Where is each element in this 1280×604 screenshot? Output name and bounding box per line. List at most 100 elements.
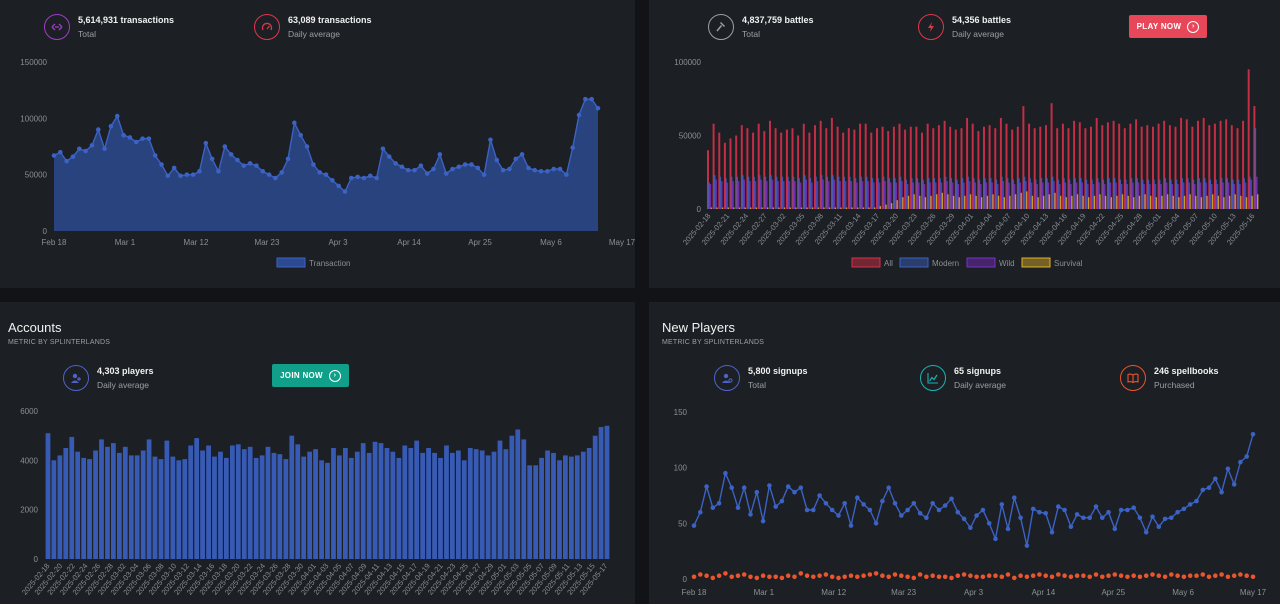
data-point bbox=[526, 165, 531, 171]
bar-modern bbox=[916, 178, 919, 209]
bar-wild bbox=[1244, 182, 1247, 209]
bar-modern bbox=[753, 176, 755, 209]
y-tick-label: 0 bbox=[34, 555, 39, 564]
account-bar bbox=[450, 452, 455, 559]
bar-wild bbox=[878, 182, 881, 209]
bar-modern bbox=[972, 178, 975, 209]
spellbook-point bbox=[779, 575, 785, 581]
data-point bbox=[412, 167, 417, 173]
play-now-button[interactable]: PLAY NOW › bbox=[1129, 15, 1207, 38]
signup-point bbox=[1106, 509, 1111, 515]
signup-point bbox=[911, 501, 917, 506]
bar-wild bbox=[901, 181, 903, 209]
bar-all bbox=[1213, 123, 1216, 209]
data-point bbox=[184, 172, 190, 177]
bar-all bbox=[1208, 125, 1211, 209]
data-point bbox=[70, 154, 76, 159]
x-tick-label: Apr 14 bbox=[397, 238, 421, 247]
legend-label: Modern bbox=[932, 259, 959, 268]
bar-modern bbox=[1023, 176, 1026, 209]
bar-all bbox=[712, 123, 715, 209]
account-bar bbox=[337, 455, 342, 559]
bar-all bbox=[1219, 120, 1222, 209]
bar-wild bbox=[979, 184, 982, 209]
bar-survival bbox=[857, 207, 859, 209]
account-bar bbox=[241, 449, 247, 559]
bar-modern bbox=[1102, 179, 1105, 209]
data-point bbox=[165, 173, 171, 179]
data-point bbox=[532, 167, 538, 173]
bar-survival bbox=[789, 207, 791, 209]
signup-point bbox=[892, 501, 898, 506]
bar-wild bbox=[974, 182, 976, 209]
bar-modern bbox=[1034, 179, 1037, 209]
account-bar bbox=[111, 443, 116, 559]
bar-modern bbox=[1243, 178, 1245, 209]
spellbook-point bbox=[986, 573, 992, 578]
legend-label: All bbox=[884, 259, 893, 268]
signup-point bbox=[961, 516, 967, 522]
account-bar bbox=[497, 440, 503, 559]
bar-all bbox=[853, 129, 856, 209]
account-bar bbox=[467, 448, 473, 559]
bar-all bbox=[707, 150, 709, 209]
spellbook-point bbox=[1012, 575, 1017, 581]
bar-all bbox=[999, 117, 1002, 209]
bar-wild bbox=[895, 182, 898, 209]
signup-point bbox=[1112, 526, 1118, 532]
data-point bbox=[209, 156, 215, 162]
bar-all bbox=[926, 123, 929, 209]
account-bar bbox=[51, 460, 57, 559]
data-point bbox=[595, 105, 601, 111]
bar-modern bbox=[770, 175, 772, 209]
spellbook-point bbox=[1137, 574, 1143, 580]
bar-survival bbox=[1059, 195, 1062, 209]
bar-survival bbox=[924, 197, 927, 209]
bar-modern bbox=[1085, 179, 1088, 209]
bar-wild bbox=[726, 182, 729, 209]
bar-wild bbox=[1188, 182, 1190, 209]
bar-modern bbox=[725, 178, 727, 209]
y-tick-label: 100 bbox=[674, 464, 688, 473]
bar-survival bbox=[1133, 197, 1135, 209]
account-bar bbox=[557, 460, 562, 559]
bar-wild bbox=[1250, 179, 1252, 209]
bar-modern bbox=[719, 176, 722, 209]
hammer-icon bbox=[708, 14, 734, 40]
spellbooks-stat: 246 spellbooks Purchased bbox=[1120, 363, 1219, 393]
spellbook-point bbox=[723, 571, 728, 576]
data-point bbox=[456, 164, 462, 170]
signup-point bbox=[1137, 515, 1143, 521]
bar-survival bbox=[986, 195, 989, 209]
legend-label: Wild bbox=[999, 259, 1015, 268]
bar-modern bbox=[1130, 178, 1133, 209]
bar-modern bbox=[1220, 178, 1223, 209]
data-point bbox=[576, 112, 582, 118]
bar-wild bbox=[889, 182, 892, 209]
data-point bbox=[462, 162, 468, 167]
join-now-button[interactable]: JOIN NOW › bbox=[272, 364, 349, 387]
x-tick-label: Mar 1 bbox=[115, 238, 136, 247]
signup-point bbox=[1181, 506, 1187, 512]
bar-modern bbox=[758, 175, 761, 209]
stat-label: Total bbox=[748, 379, 766, 390]
spellbook-point bbox=[1225, 574, 1231, 580]
panel-subtitle: METRIC BY SPLINTERLANDS bbox=[662, 339, 765, 346]
x-tick-label: Mar 23 bbox=[255, 238, 280, 247]
signup-point bbox=[1093, 504, 1099, 509]
bar-all bbox=[1011, 129, 1014, 209]
bar-survival bbox=[1166, 194, 1169, 209]
account-bar bbox=[372, 441, 378, 559]
bar-survival bbox=[947, 194, 949, 209]
bar-modern bbox=[781, 176, 784, 209]
spellbook-point bbox=[961, 572, 967, 577]
account-bar bbox=[598, 427, 604, 559]
account-bar bbox=[313, 449, 318, 559]
bar-modern bbox=[1012, 179, 1014, 209]
bar-wild bbox=[872, 182, 875, 209]
y-tick-label: 0 bbox=[43, 227, 48, 236]
spellbook-point bbox=[748, 574, 753, 580]
data-point bbox=[367, 173, 373, 179]
bar-all bbox=[1174, 126, 1177, 209]
signup-point bbox=[710, 505, 716, 510]
